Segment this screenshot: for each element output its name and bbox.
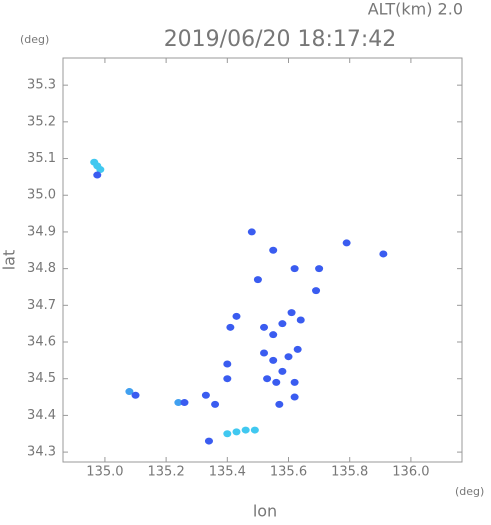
x-tick-label: 135.0	[86, 465, 123, 480]
echo-point	[232, 428, 241, 436]
plot-frame	[62, 57, 463, 463]
echo-point	[293, 345, 302, 353]
y-unit: (deg)	[20, 33, 49, 46]
x-tick-label: 135.2	[148, 465, 185, 480]
echo-point	[284, 353, 293, 361]
echo-point	[232, 312, 241, 320]
echo-point	[174, 399, 183, 407]
x-unit: (deg)	[455, 485, 484, 498]
x-tick-label: 136.0	[392, 465, 429, 480]
echo-point	[263, 375, 272, 383]
y-tick-label: 34.4	[27, 408, 56, 423]
echo-point	[93, 171, 102, 179]
echo-point	[260, 349, 269, 357]
echo-point	[290, 378, 299, 386]
echo-point	[275, 400, 284, 408]
y-tick-label: 35.1	[27, 151, 56, 166]
echo-point	[312, 287, 321, 295]
y-tick-label: 34.3	[27, 445, 56, 460]
echo-point	[90, 158, 99, 166]
echo-point	[315, 265, 324, 273]
echo-point	[96, 166, 105, 174]
echo-point	[269, 331, 278, 339]
echo-point	[223, 360, 232, 368]
echo-point	[223, 375, 232, 383]
y-tick-label: 34.8	[27, 261, 56, 276]
echo-point	[226, 323, 235, 331]
y-tick-label: 34.7	[27, 298, 56, 313]
echo-point	[296, 316, 305, 324]
echo-point	[290, 393, 299, 401]
echo-point	[278, 367, 287, 375]
x-tick-label: 135.6	[270, 465, 307, 480]
echo-point	[241, 426, 250, 434]
subtitle: ALT(km) 2.0	[368, 0, 463, 19]
x-tick-label: 135.8	[331, 465, 368, 480]
y-axis-label: lat	[0, 250, 19, 271]
echo-point	[180, 399, 189, 407]
y-tick-label: 34.9	[27, 224, 56, 239]
y-tick-label: 35.3	[27, 78, 56, 93]
x-axis-label: lon	[253, 502, 277, 521]
echo-point	[125, 388, 134, 396]
echo-point	[287, 309, 296, 317]
echo-point	[269, 246, 278, 254]
echo-point	[379, 250, 388, 258]
x-tick-label: 135.4	[209, 465, 246, 480]
echo-point	[201, 391, 210, 399]
echo-point	[131, 391, 140, 399]
echo-point	[204, 437, 213, 445]
y-tick-label: 35.2	[27, 114, 56, 129]
echo-point	[250, 426, 259, 434]
chart-title: 2019/06/20 18:17:42	[164, 27, 397, 52]
echo-point	[290, 265, 299, 273]
echo-point	[272, 378, 281, 386]
echo-point	[278, 320, 287, 328]
y-tick-label: 34.6	[27, 335, 56, 350]
echo-point	[247, 228, 256, 236]
y-tick-label: 34.5	[27, 371, 56, 386]
echo-point	[211, 400, 220, 408]
echo-point	[269, 356, 278, 364]
echo-point	[260, 323, 269, 331]
y-tick-label: 35.0	[27, 188, 56, 203]
echo-point	[223, 430, 232, 438]
echo-point	[253, 276, 262, 284]
echo-point	[342, 239, 351, 247]
